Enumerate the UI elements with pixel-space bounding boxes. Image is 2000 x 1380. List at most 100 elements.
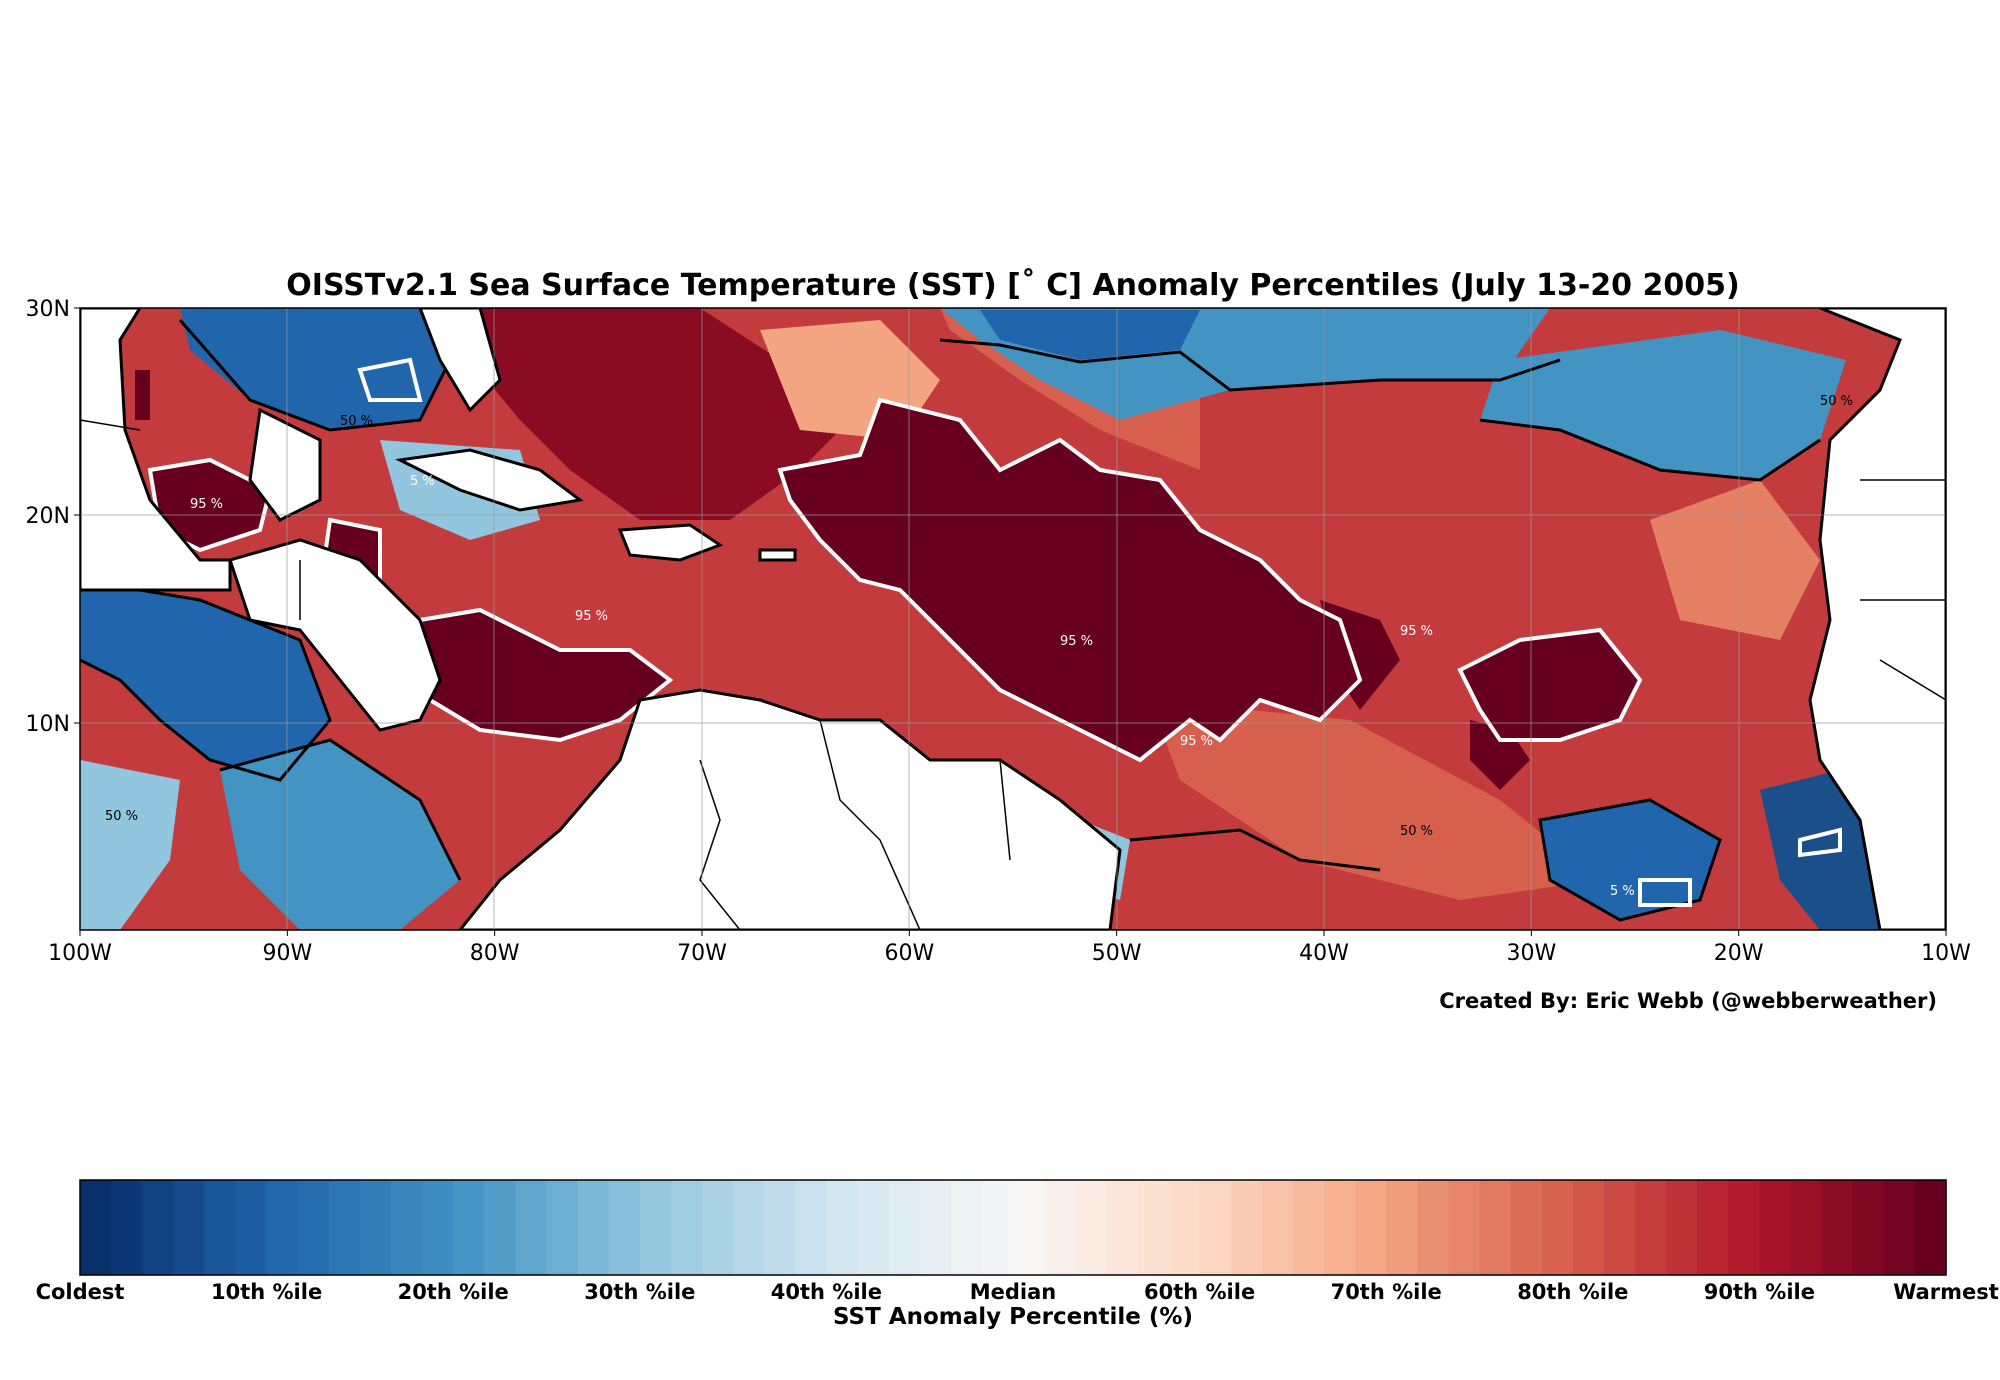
lat-label: 20N xyxy=(26,504,70,529)
lon-label: 20W xyxy=(1714,941,1764,966)
colorbar xyxy=(79,1179,1947,1276)
land-yucatan xyxy=(248,407,322,522)
colorbar-swatch xyxy=(204,1180,237,1275)
lon-label: 60W xyxy=(884,941,934,966)
land-central-america xyxy=(228,538,442,732)
lat-label: 10N xyxy=(26,712,70,737)
colorbar-swatch xyxy=(1821,1180,1854,1275)
lon-label: 80W xyxy=(470,941,520,966)
country-borders xyxy=(80,419,1946,930)
grid-lines xyxy=(80,308,1946,930)
lat-label: 30N xyxy=(26,297,70,322)
extreme-warm-core xyxy=(420,610,670,740)
colorbar-swatch xyxy=(1168,1180,1201,1275)
contour-label-95: 95 % xyxy=(1180,734,1213,749)
lon-label: 50W xyxy=(1092,941,1142,966)
cold-anomaly-region xyxy=(1540,800,1720,920)
cold-anomaly-region xyxy=(1480,330,1846,480)
colorbar-swatch xyxy=(1417,1180,1449,1275)
colorbar-swatch xyxy=(1572,1180,1605,1275)
contour-label-95: 95 % xyxy=(575,609,608,624)
extreme-warm-core xyxy=(1320,600,1400,710)
colorbar-swatch xyxy=(359,1180,392,1275)
colorbar-swatch xyxy=(1075,1180,1107,1275)
colorbar-swatch xyxy=(1044,1180,1076,1275)
colorbar-tick-label: Median xyxy=(969,1280,1057,1304)
contour-label-50: 50 % xyxy=(105,809,138,824)
colorbar-swatch xyxy=(391,1180,423,1275)
colorbar-swatch xyxy=(1355,1180,1387,1275)
colorbar-title: SST Anomaly Percentile (%) xyxy=(833,1304,1193,1330)
lon-label: 30W xyxy=(1506,941,1556,966)
colorbar-swatch xyxy=(1199,1180,1232,1275)
colorbar-swatch xyxy=(1603,1180,1636,1275)
colorbar-swatch xyxy=(764,1180,796,1275)
colorbar-tick-label: Warmest xyxy=(1893,1280,1999,1304)
lon-label: 70W xyxy=(677,941,727,966)
colorbar-swatch xyxy=(981,1180,1014,1275)
contour-label-50: 50 % xyxy=(1400,824,1433,839)
cold-anomaly-region xyxy=(80,760,180,930)
lon-label: 40W xyxy=(1299,941,1349,966)
warm-anomaly-region xyxy=(1650,480,1820,640)
colorbar-swatch xyxy=(1013,1180,1045,1275)
contour-label-50: 50 % xyxy=(1820,394,1853,409)
contour-5-percent xyxy=(357,357,1842,907)
colorbar-swatch xyxy=(608,1180,641,1275)
colorbar-tick-label: 30th %ile xyxy=(584,1280,696,1304)
warm-anomaly-region xyxy=(470,308,840,520)
colorbar-swatch xyxy=(111,1180,143,1275)
map-title: OISSTv2.1 Sea Surface Temperature (SST) … xyxy=(286,268,1740,303)
land-hispaniola xyxy=(617,523,724,562)
colorbar-swatch xyxy=(1261,1180,1294,1275)
colorbar-swatch xyxy=(453,1180,485,1275)
colorbar-swatch xyxy=(1666,1180,1698,1275)
extreme-warm-core xyxy=(1460,630,1640,740)
cold-anomaly-region xyxy=(80,580,330,780)
colorbar-swatch xyxy=(1635,1180,1667,1275)
land-south-america xyxy=(458,688,1122,930)
contour-label-95: 95 % xyxy=(1060,634,1093,649)
colorbar-swatch xyxy=(795,1180,827,1275)
colorbar-swatch xyxy=(1728,1180,1760,1275)
colorbar-swatch xyxy=(80,1180,112,1275)
colorbar-swatch xyxy=(515,1180,548,1275)
colorbar-swatch xyxy=(1292,1180,1325,1275)
land-puerto-rico xyxy=(758,548,797,562)
colorbar-swatch xyxy=(670,1180,703,1275)
colorbar-frame xyxy=(79,1179,1947,1276)
colorbar-swatch xyxy=(577,1180,610,1275)
credit-text: Created By: Eric Webb (@webberweather) xyxy=(1439,989,1937,1013)
land-florida xyxy=(418,308,502,413)
colorbar-swatch xyxy=(1106,1180,1138,1275)
colorbar-swatch xyxy=(733,1180,765,1275)
extreme-warm-core xyxy=(150,460,270,550)
contour-label-5: 5 % xyxy=(1610,884,1635,899)
colorbar-swatch xyxy=(888,1180,921,1275)
colorbar-tick-label: 60th %ile xyxy=(1143,1280,1256,1304)
land-africa xyxy=(1808,308,1946,930)
lon-label: 90W xyxy=(262,941,312,966)
colorbar-swatch xyxy=(1541,1180,1574,1275)
colorbar-swatch xyxy=(826,1180,859,1275)
colorbar-swatch xyxy=(1448,1180,1481,1275)
colorbar-swatch xyxy=(266,1180,299,1275)
colorbar-tick-label: 90th %ile xyxy=(1703,1280,1815,1304)
colorbar-tick-label: 40th %ile xyxy=(770,1280,882,1304)
colorbar-swatch xyxy=(639,1180,672,1275)
colorbar-swatch xyxy=(1510,1180,1543,1275)
colorbar-swatch xyxy=(950,1180,983,1275)
colorbar-swatch xyxy=(546,1180,579,1275)
contour-50-percent xyxy=(80,319,1821,922)
contour-label-5: 5 % xyxy=(410,474,435,489)
colorbar-swatch xyxy=(235,1180,268,1275)
colorbar-swatch xyxy=(919,1180,952,1275)
colorbar-tick-label: 10th %ile xyxy=(210,1280,323,1304)
extreme-warm-core xyxy=(780,400,1360,760)
contour-label-95: 95 % xyxy=(190,497,223,512)
map-frame xyxy=(79,307,1947,931)
colorbar-tick-label: Coldest xyxy=(35,1280,125,1304)
contour-label-50: 50 % xyxy=(340,414,373,429)
lon-label: 10W xyxy=(1921,941,1971,966)
colorbar-swatch xyxy=(1790,1180,1823,1275)
